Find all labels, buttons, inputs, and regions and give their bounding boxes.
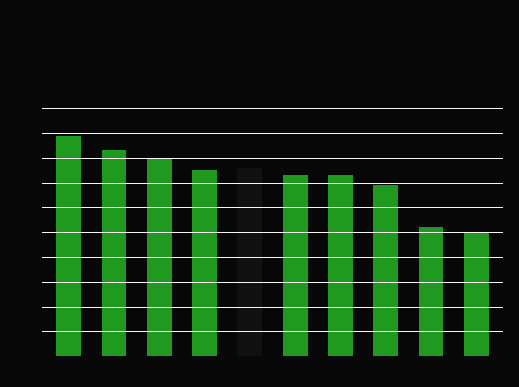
Bar — [283, 175, 308, 356]
Bar — [56, 135, 81, 356]
Bar — [464, 232, 489, 356]
Bar — [418, 227, 443, 356]
Bar — [192, 170, 217, 356]
Bar — [147, 158, 172, 356]
Bar — [328, 175, 353, 356]
Bar — [102, 151, 127, 356]
Bar — [237, 168, 262, 356]
Bar — [373, 185, 398, 356]
